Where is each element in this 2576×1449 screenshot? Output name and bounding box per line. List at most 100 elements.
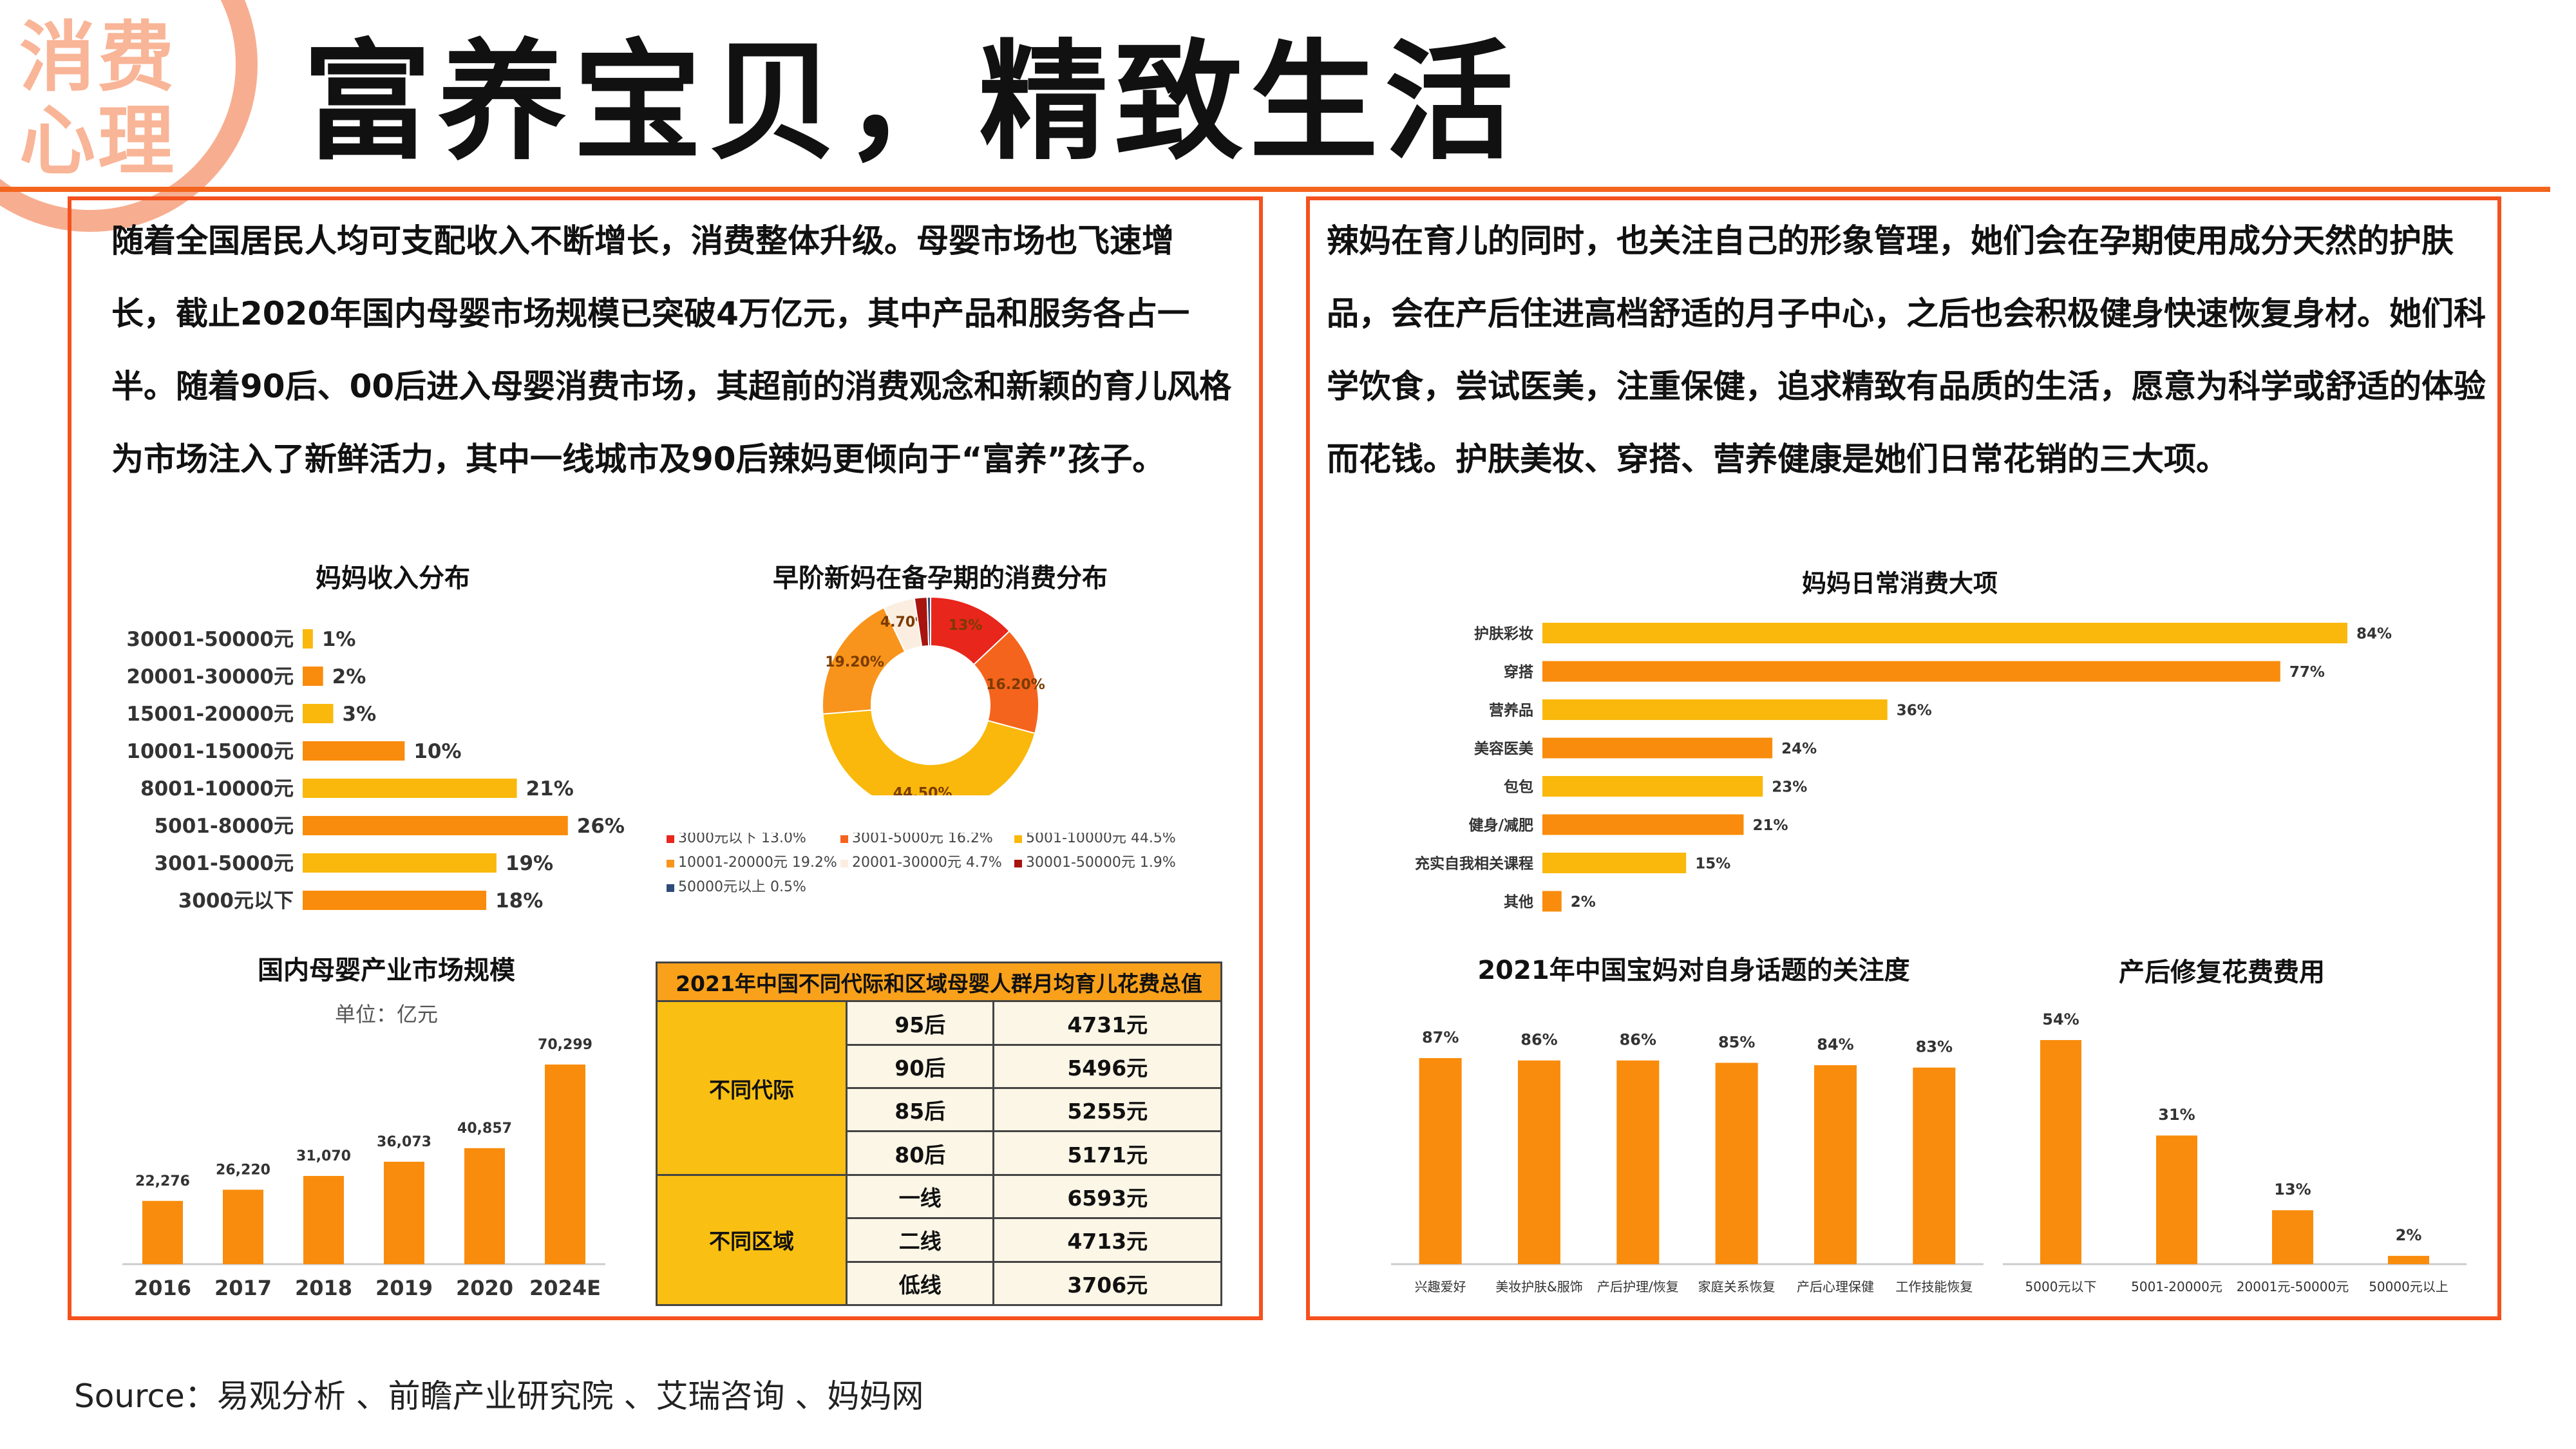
legend-entry: 3001-5000元 16.2% [852,833,993,846]
legend-swatch [667,860,674,867]
chart-donut-title: 早阶新妈在备孕期的消费分布 [773,564,1108,593]
bar [1542,853,1687,873]
bar [303,741,405,761]
category-label: 2017 [214,1276,272,1300]
category-label: 2018 [295,1276,352,1300]
spending-table: 2021年中国不同代际和区域母婴人群月均育儿花费总值 不同代际 95后 4731… [656,961,1222,1307]
bar [303,853,497,873]
legend-swatch [1014,860,1022,867]
bar [303,629,313,649]
data-label: 86% [1620,1031,1656,1049]
data-label: 70,299 [538,1037,592,1053]
data-label: 85% [1718,1033,1755,1051]
category-label: 2019 [375,1276,433,1300]
table-cell: 80后 [845,1130,995,1176]
donut-slice [822,709,1036,795]
right-paragraph: 辣妈在育儿的同时，也关注自己的形象管理，她们会在孕期使用成分天然的护肤品，会在产… [1327,222,2486,478]
table-cell: 6593元 [992,1173,1222,1220]
data-label: 84% [2356,625,2392,642]
bar [1913,1067,1956,1264]
data-label: 1% [322,628,356,651]
bar [2040,1040,2081,1264]
data-label: 87% [1422,1028,1459,1046]
category-label: 产后护理/恢复 [1597,1279,1679,1294]
data-label: 21% [526,777,574,800]
bar [1715,1063,1758,1264]
category-label: 15001-20000元 [126,703,294,726]
category-label: 营养品 [1489,701,1533,719]
category-label: 3000元以下 [178,889,294,913]
category-label: 30001-50000元 [126,628,294,651]
bar [1542,814,1744,835]
bar [1542,699,1888,720]
legend-entry: 20001-30000元 4.7% [852,855,1002,871]
data-label: 21% [1753,817,1788,834]
donut-slice [822,607,906,715]
category-label: 3001-5000元 [155,852,294,875]
category-label: 2020 [456,1276,513,1300]
chart-daily-title: 妈妈日常消费大项 [1801,569,1998,598]
data-label: 23% [1772,779,1807,795]
left-panel [68,196,1263,1320]
legend-swatch [1014,835,1022,843]
table-cell: 95后 [845,1000,995,1046]
right-panel [1306,196,2501,1320]
data-label: 36% [1897,702,1932,719]
table-cell: 低线 [845,1260,995,1307]
data-label: 36,073 [377,1134,431,1150]
table-cell: 一线 [845,1173,995,1220]
legend-entry: 3000元以下 13.0% [678,833,806,846]
data-label: 2% [332,665,366,688]
data-label: 77% [2289,664,2325,681]
data-label: 54% [2042,1010,2079,1028]
data-label: 18% [495,889,543,913]
legend-entry: 10001-20000元 19.2% [678,855,837,871]
category-label: 8001-10000元 [140,777,294,800]
table-group-label: 不同区域 [656,1173,848,1307]
bar [384,1161,424,1264]
table-title: 2021年中国不同代际和区域母婴人群月均育儿花费总值 [656,961,1222,1003]
category-label: 其他 [1504,894,1533,911]
category-label: 10001-15000元 [126,740,294,763]
legend-swatch [667,884,674,892]
category-label: 20001元-50000元 [2237,1279,2349,1294]
table-cell: 5255元 [992,1087,1222,1133]
data-label: 31,070 [296,1148,351,1164]
data-label: 83% [1916,1038,1953,1056]
chart-market: 22,276 2016 26,220 2017 31,070 2018 36,073 2019… [122,1037,605,1300]
bar [142,1200,183,1264]
slice-label: 16.20% [986,677,1045,693]
source-note: Source：易观分析 、前瞻产业研究院 、艾瑞咨询 、妈妈网 [74,1378,924,1415]
category-label: 包包 [1504,778,1533,795]
table-cell: 5171元 [992,1130,1222,1176]
chart-topics-title: 2021年中国宝妈对自身话题的关注度 [1477,956,1910,985]
category-label: 美容医美 [1474,740,1533,757]
table-cell: 4731元 [992,1000,1222,1046]
bar [303,891,487,910]
data-label: 3% [343,703,377,726]
bar [2156,1135,2197,1264]
chart-income-title: 妈妈收入分布 [316,564,470,593]
bar [303,779,517,798]
chart-topics: 87% 兴趣爱好 86% 美妆护肤&服饰 86% 产后护理/恢复 85% 家庭关系恢复 84% 产… [1391,1028,1984,1294]
category-label: 充实自我相关课程 [1415,855,1533,872]
bar [1542,776,1763,797]
data-label: 84% [1817,1036,1853,1054]
slice-label: 19.20% [825,654,884,670]
bar [2272,1210,2313,1264]
bar [464,1148,505,1264]
chart-income: 30001-50000元 1% 20001-30000元 2% 15001-20000元… [126,628,625,913]
bar [1542,623,2347,643]
data-label: 86% [1520,1031,1557,1049]
category-label: 家庭关系恢复 [1698,1279,1776,1294]
legend-entry: 50000元以上 0.5% [678,879,806,895]
bar [303,816,568,835]
category-label: 5000元以下 [2025,1279,2097,1294]
bar [1616,1060,1660,1264]
category-label: 2016 [134,1276,191,1300]
chart-daily: 护肤彩妆 84% 穿搭 77% 营养品 36% 美容医美 24% 包包 23% 健身/减肥 21% 充实… [1415,623,2392,912]
bar [1542,737,1773,759]
chart-donut: 13%16.20%44.50%19.20%4.70% [822,596,1045,795]
bar [1542,661,2280,682]
slice-label: 44.50% [893,785,952,795]
